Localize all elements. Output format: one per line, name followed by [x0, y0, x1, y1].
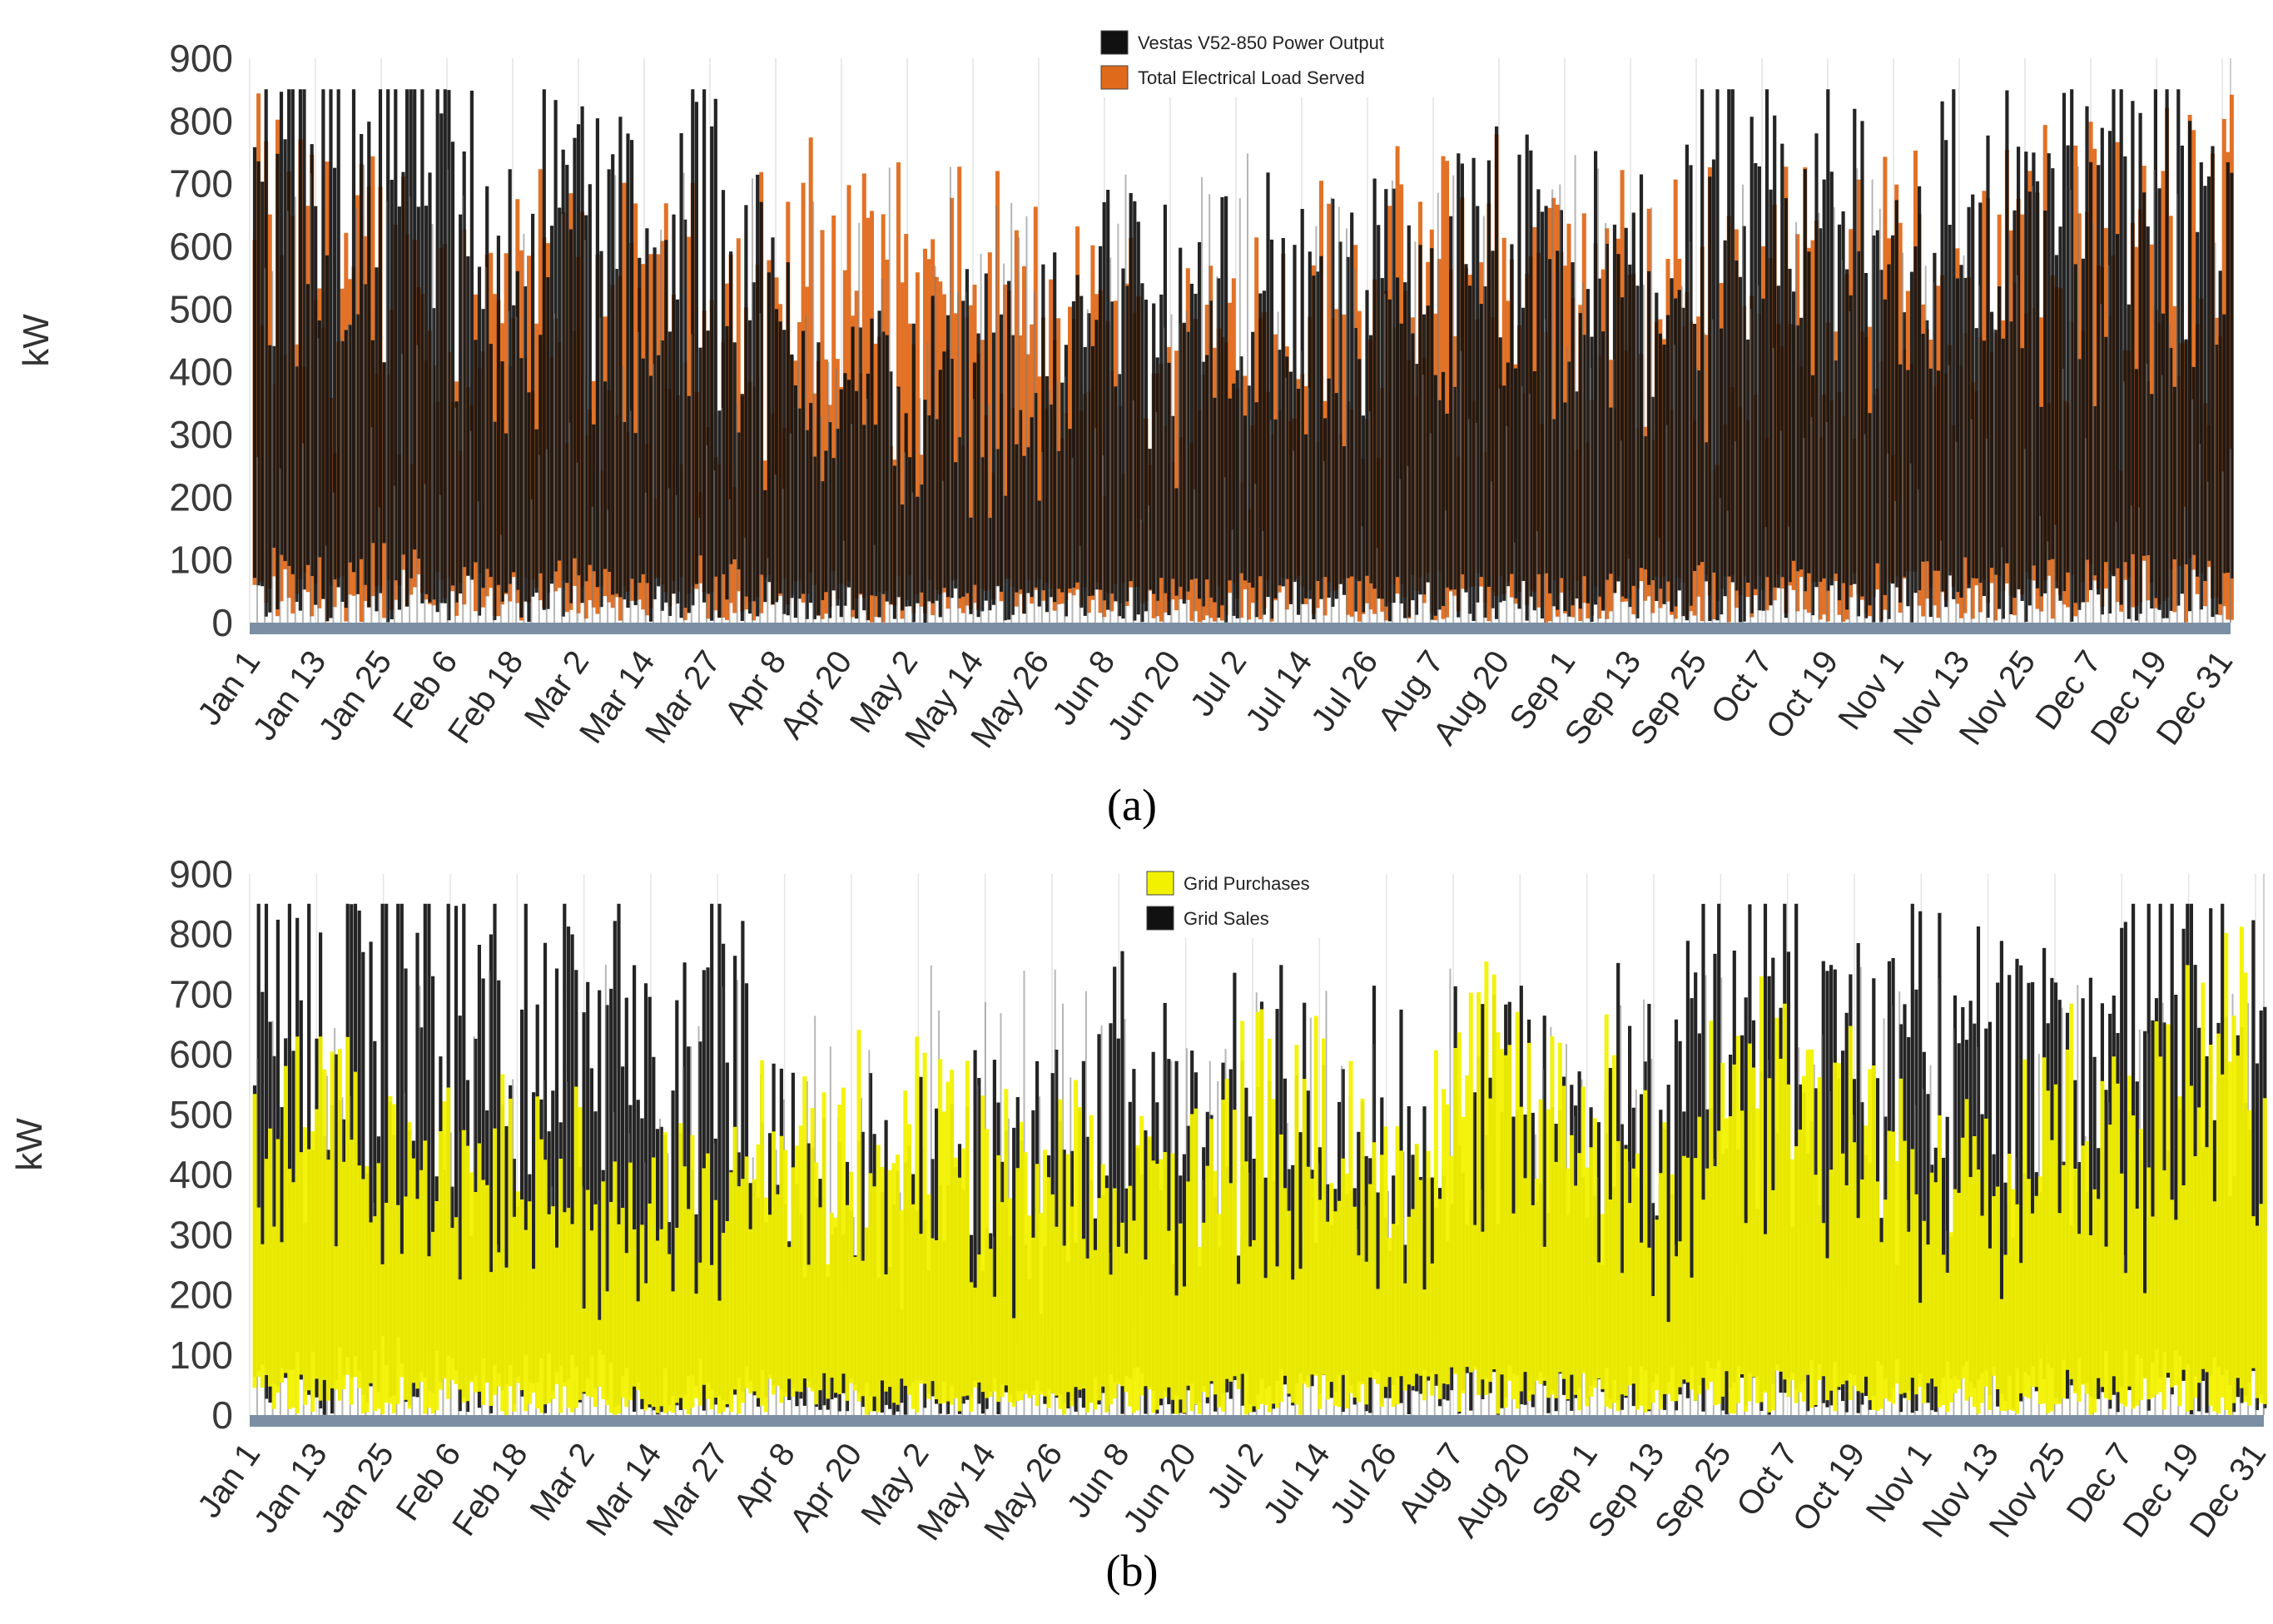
y-tick-label: 0: [211, 1393, 233, 1437]
panel-caption: (b): [1106, 1546, 1159, 1596]
legend: Grid Purchases Grid Sales: [1140, 862, 1365, 938]
y-tick-label: 800: [169, 99, 233, 142]
y-tick-label: 600: [169, 1033, 233, 1076]
y-tick-label: 300: [169, 413, 233, 456]
y-axis-label: kW: [9, 1118, 50, 1171]
y-tick-label: 600: [169, 225, 233, 268]
legend-box: [1140, 862, 1365, 938]
legend: Vestas V52-850 Power Output Total Electri…: [1094, 21, 1477, 97]
legend-swatch: [1146, 906, 1174, 931]
y-tick-label: 400: [169, 1153, 233, 1196]
y-tick-label: 200: [169, 475, 233, 519]
y-axis-label: kW: [16, 314, 57, 367]
series-trace-shade: [256, 153, 2231, 623]
legend-label: Vestas V52-850 Power Output: [1138, 32, 1384, 53]
series-trace: [252, 89, 2234, 623]
legend-label: Total Electrical Load Served: [1138, 67, 1365, 88]
legend-label: Grid Sales: [1184, 908, 1269, 929]
y-tick-label: 800: [169, 912, 233, 956]
y-tick-label: 700: [169, 972, 233, 1016]
y-tick-label: 0: [211, 601, 233, 644]
y-tick-label: 700: [169, 162, 233, 206]
y-tick-label: 500: [169, 287, 233, 330]
series-grid-purchases: [252, 926, 2267, 1415]
legend-box: [1094, 21, 1477, 97]
legend-swatch: [1146, 871, 1174, 896]
y-tick-label: 100: [169, 1333, 233, 1377]
legend-swatch: [1100, 30, 1129, 55]
x-axis-bar: [250, 1415, 2264, 1427]
y-tick-label: 900: [169, 37, 233, 80]
series-trace: [252, 926, 2267, 1415]
legend-swatch: [1100, 65, 1129, 90]
panel-caption: (a): [1107, 780, 1157, 830]
y-tick-label: 500: [169, 1093, 233, 1136]
x-axis-bar: [250, 623, 2231, 634]
legend-label: Grid Purchases: [1184, 873, 1310, 894]
y-tick-label: 200: [169, 1274, 233, 1317]
series-vestas-v52-850-power-output: [252, 89, 2234, 623]
y-tick-label: 100: [169, 539, 233, 582]
y-tick-label: 400: [169, 350, 233, 394]
y-tick-label: 900: [169, 852, 233, 896]
y-tick-label: 300: [169, 1213, 233, 1256]
